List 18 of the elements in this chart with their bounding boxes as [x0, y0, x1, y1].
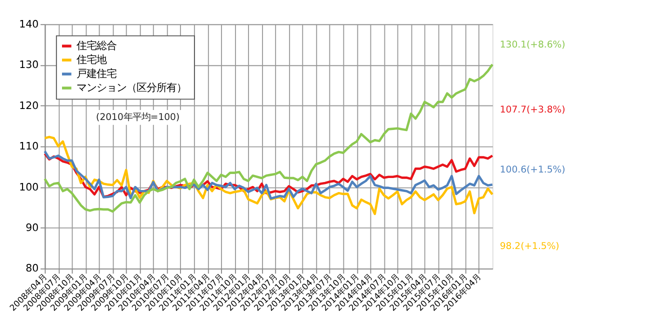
y-tick-label: 80	[26, 262, 39, 275]
y-tick-label: 100	[19, 181, 39, 194]
text: 107.7(+3.8%)	[500, 104, 566, 116]
legend-label: 住宅地	[76, 54, 106, 66]
y-tick-label: 130	[19, 59, 39, 72]
legend-label: 戸建住宅	[76, 68, 116, 80]
text: 100.6(+1.5%)	[500, 164, 566, 176]
y-tick-label: 90	[26, 222, 39, 234]
y-tick-label: 120	[19, 100, 39, 112]
line-series	[44, 136, 494, 216]
line-series	[44, 63, 494, 213]
annotation: (2010年平均=100)	[96, 112, 180, 124]
y-tick-label: 140	[19, 18, 39, 30]
legend-label: マンション（区分所有）	[76, 82, 186, 94]
text: 130.1(+8.6%)	[500, 39, 566, 50]
legend-label: 住宅総合	[76, 40, 116, 52]
text: 98.2(+1.5%)	[500, 240, 560, 252]
y-tick-label: 110	[19, 140, 39, 153]
